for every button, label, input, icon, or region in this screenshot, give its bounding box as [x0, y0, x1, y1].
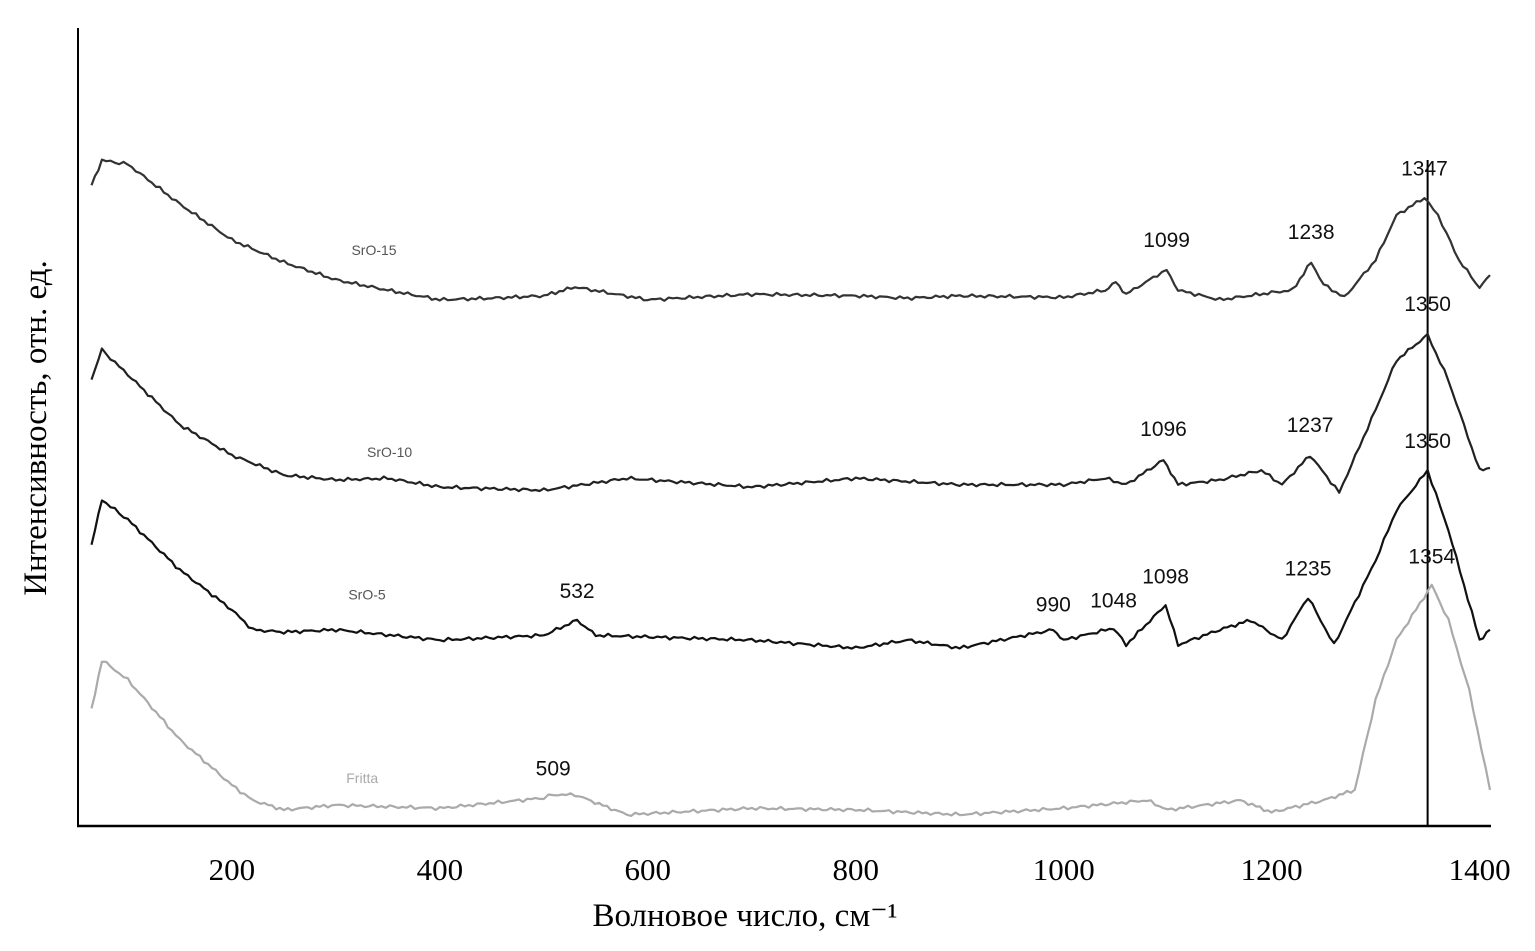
x-tick-label: 600	[625, 852, 672, 887]
peak-label: 1238	[1288, 221, 1335, 244]
axes	[77, 28, 1491, 828]
series-label-sro-10: SrO-10	[367, 444, 412, 460]
peak-label: 1237	[1287, 414, 1334, 437]
series-label-sro-15: SrO-15	[351, 242, 396, 258]
peak-label: 532	[560, 580, 595, 603]
x-tick-label: 1000	[1033, 852, 1095, 887]
x-tick-label: 1400	[1449, 852, 1511, 887]
x-tick-label: 800	[832, 852, 879, 887]
peak-annotations: 1347 1099 1238 1350 1096 1237 1350 532 990 104810…	[536, 157, 1456, 780]
series-lines	[90, 158, 1492, 826]
series-label-sro-5: SrO-5	[348, 586, 386, 602]
x-tick-labels: 200 400 600 800 1000 1200 1400	[209, 852, 1511, 887]
x-tick-label: 400	[417, 852, 464, 887]
x-axis-label: Волновое число, см⁻¹	[592, 898, 897, 934]
series-line-fritta	[90, 583, 1492, 818]
peak-label: 1099	[1143, 229, 1190, 252]
peak-label: 1235	[1285, 558, 1332, 581]
series-line-sro-5	[90, 468, 1491, 650]
series-line-sro-15	[90, 158, 1491, 302]
series-line-sro-10	[90, 332, 1491, 494]
x-tick-label: 1200	[1241, 852, 1303, 887]
series-label-fritta: Fritta	[346, 770, 378, 786]
peak-label: 990	[1036, 593, 1071, 616]
series-labels: SrO-15 SrO-10 SrO-5 Fritta	[346, 242, 412, 786]
peak-label: 509	[536, 758, 571, 781]
peak-label: 1350	[1404, 293, 1451, 316]
peak-label: 1354	[1408, 546, 1455, 569]
peak-label: 1098	[1142, 566, 1189, 589]
peak-label: 1350	[1404, 430, 1451, 453]
y-axis-label: Интенсивность, отн. ед.	[18, 260, 54, 596]
peak-label: 1096	[1140, 418, 1187, 441]
x-tick-label: 200	[209, 852, 256, 887]
peak-label: 1347	[1401, 157, 1448, 180]
peak-label: 1048	[1090, 589, 1137, 612]
